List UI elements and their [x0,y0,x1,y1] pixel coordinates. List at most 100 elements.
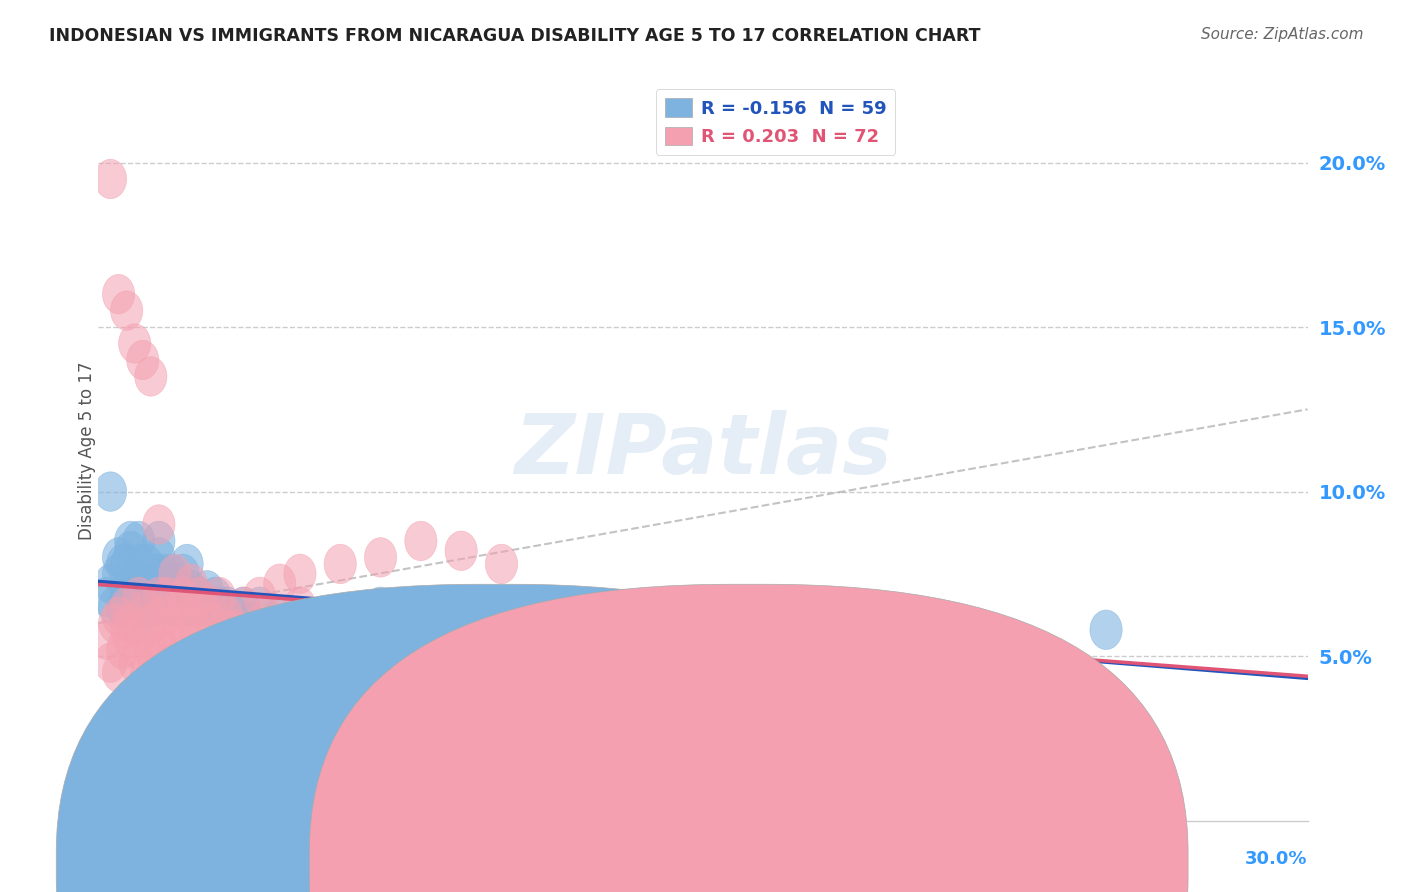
Ellipse shape [114,521,146,561]
Text: ZIPatlas: ZIPatlas [515,410,891,491]
Ellipse shape [163,564,195,604]
Ellipse shape [103,597,135,636]
Ellipse shape [107,544,139,583]
Ellipse shape [114,531,146,571]
Ellipse shape [219,597,252,636]
Ellipse shape [94,472,127,511]
Ellipse shape [325,610,356,649]
Ellipse shape [183,643,215,682]
Ellipse shape [146,587,179,626]
Ellipse shape [135,571,167,610]
Text: 0.0%: 0.0% [98,850,149,868]
Ellipse shape [155,587,187,626]
Ellipse shape [172,587,204,626]
Ellipse shape [118,561,150,600]
Ellipse shape [143,505,174,544]
Ellipse shape [284,554,316,593]
Ellipse shape [111,544,143,583]
Ellipse shape [94,643,127,682]
Ellipse shape [204,587,235,626]
Text: Immigrants from Nicaragua: Immigrants from Nicaragua [773,856,1022,874]
Ellipse shape [183,577,215,616]
Ellipse shape [200,630,232,669]
Ellipse shape [118,604,150,643]
Ellipse shape [122,577,155,616]
Ellipse shape [139,643,172,682]
Ellipse shape [446,531,477,571]
Ellipse shape [159,554,191,593]
Ellipse shape [526,587,558,626]
Ellipse shape [167,554,200,593]
Ellipse shape [111,587,143,626]
Ellipse shape [195,604,228,643]
Ellipse shape [98,604,131,643]
Text: Indonesians: Indonesians [520,856,628,874]
Ellipse shape [159,587,191,626]
Ellipse shape [103,538,135,577]
Ellipse shape [228,587,260,626]
Ellipse shape [111,610,143,649]
Ellipse shape [131,587,163,626]
Ellipse shape [131,544,163,583]
Ellipse shape [111,291,143,330]
Ellipse shape [264,564,295,604]
Ellipse shape [167,577,200,616]
Ellipse shape [284,604,316,643]
Ellipse shape [103,275,135,314]
Ellipse shape [485,544,517,583]
Ellipse shape [107,630,139,669]
Ellipse shape [174,597,207,636]
Ellipse shape [143,577,174,616]
Ellipse shape [364,587,396,626]
Ellipse shape [127,564,159,604]
Ellipse shape [204,577,235,616]
Ellipse shape [94,160,127,199]
Ellipse shape [243,587,276,626]
Ellipse shape [122,544,155,583]
Ellipse shape [150,610,183,649]
Ellipse shape [114,620,146,659]
Ellipse shape [228,587,260,626]
Ellipse shape [150,571,183,610]
Ellipse shape [235,620,267,659]
Ellipse shape [172,544,204,583]
Ellipse shape [118,324,150,363]
Ellipse shape [174,564,207,604]
Ellipse shape [163,643,195,682]
Ellipse shape [688,610,718,649]
Ellipse shape [155,554,187,593]
Ellipse shape [135,587,167,626]
Ellipse shape [211,597,243,636]
Legend: R = -0.156  N = 59, R = 0.203  N = 72: R = -0.156 N = 59, R = 0.203 N = 72 [655,89,896,155]
Ellipse shape [143,620,174,659]
Ellipse shape [150,577,183,616]
Text: Source: ZipAtlas.com: Source: ZipAtlas.com [1201,27,1364,42]
Ellipse shape [111,571,143,610]
Ellipse shape [127,340,159,380]
Ellipse shape [146,597,179,636]
Ellipse shape [127,610,159,649]
Ellipse shape [200,577,232,616]
Ellipse shape [235,604,267,643]
Ellipse shape [485,587,517,626]
Ellipse shape [131,653,163,692]
Ellipse shape [364,538,396,577]
Ellipse shape [219,610,252,649]
Ellipse shape [179,610,211,649]
Ellipse shape [187,587,219,626]
Ellipse shape [90,620,122,659]
Ellipse shape [211,587,243,626]
Ellipse shape [1090,610,1122,649]
Ellipse shape [163,604,195,643]
Ellipse shape [143,577,174,616]
Ellipse shape [131,587,163,626]
Ellipse shape [118,643,150,682]
Ellipse shape [122,577,155,616]
Ellipse shape [172,620,204,659]
Ellipse shape [146,630,179,669]
Ellipse shape [344,653,377,692]
Text: INDONESIAN VS IMMIGRANTS FROM NICARAGUA DISABILITY AGE 5 TO 17 CORRELATION CHART: INDONESIAN VS IMMIGRANTS FROM NICARAGUA … [49,27,981,45]
Ellipse shape [567,610,598,649]
Text: 30.0%: 30.0% [1246,850,1308,868]
Ellipse shape [195,587,228,626]
